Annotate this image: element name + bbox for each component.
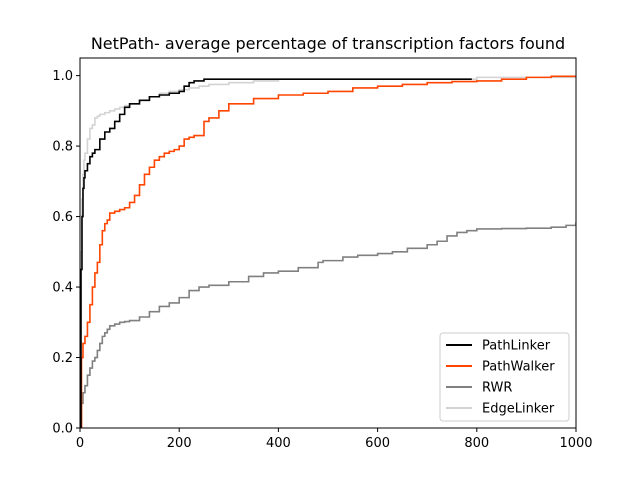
series-line-pathwalker <box>80 75 576 428</box>
legend-label-pathlinker: PathLinker <box>482 339 551 354</box>
y-tick-label: 0.4 <box>52 281 73 296</box>
x-tick-label: 0 <box>76 436 84 451</box>
chart-title: NetPath- average percentage of transcrip… <box>91 34 565 53</box>
legend-label-rwr: RWR <box>482 381 512 396</box>
x-tick-label: 200 <box>167 436 192 451</box>
legend-label-edgelinker: EdgeLinker <box>482 402 555 417</box>
series-line-edgelinker <box>80 76 576 428</box>
x-axis: 0 200 400 600 800 1000 <box>76 428 593 451</box>
series-line-rwr <box>80 221 576 428</box>
y-tick-label: 0.6 <box>52 210 73 225</box>
y-tick-label: 0.8 <box>52 140 73 155</box>
y-tick-label: 1.0 <box>52 69 73 84</box>
plot-frame <box>79 57 577 429</box>
x-tick-label: 600 <box>365 436 390 451</box>
y-axis: 0.0 0.2 0.4 0.6 0.8 1.0 <box>52 69 80 437</box>
legend: PathLinker PathWalker RWR EdgeLinker <box>439 332 570 422</box>
series-line-pathlinker <box>80 78 472 428</box>
legend-box <box>439 332 570 422</box>
x-tick-label: 400 <box>266 436 291 451</box>
x-tick-label: 1000 <box>559 436 592 451</box>
series-layer <box>80 75 576 428</box>
legend-label-pathwalker: PathWalker <box>482 360 555 375</box>
x-tick-label: 800 <box>464 436 489 451</box>
y-tick-label: 0.2 <box>52 351 73 366</box>
y-tick-label: 0.0 <box>52 422 73 437</box>
